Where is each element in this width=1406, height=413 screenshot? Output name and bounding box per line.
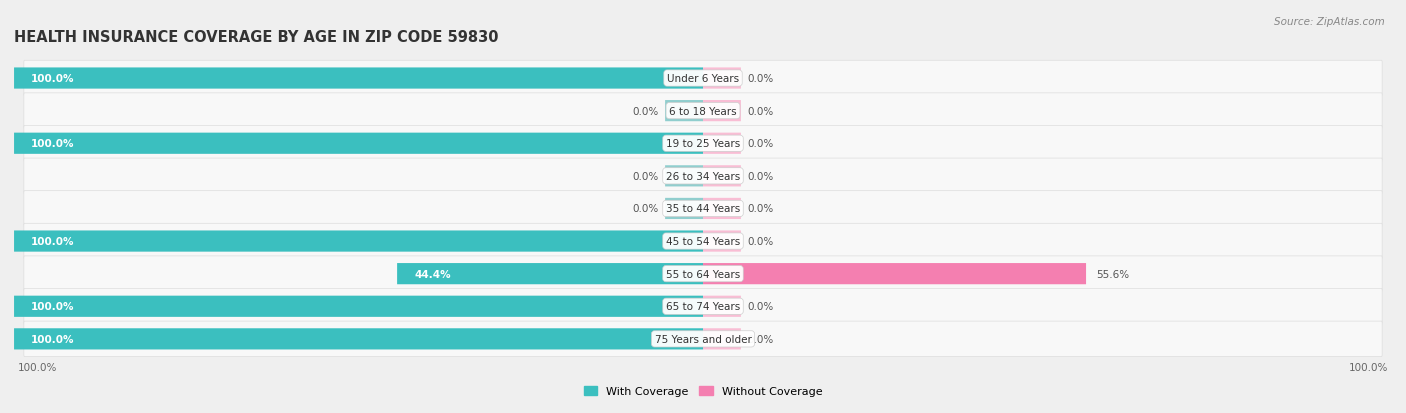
Text: 0.0%: 0.0% xyxy=(748,237,775,247)
Text: 100.0%: 100.0% xyxy=(31,237,75,247)
Text: 35 to 44 Years: 35 to 44 Years xyxy=(666,204,740,214)
Text: 100.0%: 100.0% xyxy=(31,139,75,149)
Text: 44.4%: 44.4% xyxy=(415,269,451,279)
Text: 65 to 74 Years: 65 to 74 Years xyxy=(666,301,740,311)
Text: 0.0%: 0.0% xyxy=(631,171,658,181)
Text: Source: ZipAtlas.com: Source: ZipAtlas.com xyxy=(1274,17,1385,26)
Text: 26 to 34 Years: 26 to 34 Years xyxy=(666,171,740,181)
FancyBboxPatch shape xyxy=(703,328,741,350)
Text: 0.0%: 0.0% xyxy=(748,139,775,149)
Text: Under 6 Years: Under 6 Years xyxy=(666,74,740,84)
FancyBboxPatch shape xyxy=(665,101,703,122)
FancyBboxPatch shape xyxy=(14,296,703,317)
FancyBboxPatch shape xyxy=(24,126,1382,161)
FancyBboxPatch shape xyxy=(703,68,741,89)
FancyBboxPatch shape xyxy=(24,321,1382,357)
FancyBboxPatch shape xyxy=(703,133,741,154)
FancyBboxPatch shape xyxy=(24,159,1382,194)
FancyBboxPatch shape xyxy=(703,231,741,252)
FancyBboxPatch shape xyxy=(14,133,703,154)
Text: 6 to 18 Years: 6 to 18 Years xyxy=(669,107,737,116)
Text: 0.0%: 0.0% xyxy=(748,334,775,344)
FancyBboxPatch shape xyxy=(703,166,741,187)
Text: 100.0%: 100.0% xyxy=(31,334,75,344)
Text: 0.0%: 0.0% xyxy=(748,204,775,214)
FancyBboxPatch shape xyxy=(14,231,703,252)
Text: 0.0%: 0.0% xyxy=(748,301,775,311)
Text: 0.0%: 0.0% xyxy=(631,107,658,116)
FancyBboxPatch shape xyxy=(24,94,1382,129)
FancyBboxPatch shape xyxy=(24,289,1382,324)
FancyBboxPatch shape xyxy=(24,256,1382,292)
FancyBboxPatch shape xyxy=(24,191,1382,227)
FancyBboxPatch shape xyxy=(665,198,703,220)
Text: 55 to 64 Years: 55 to 64 Years xyxy=(666,269,740,279)
Text: 100.0%: 100.0% xyxy=(31,301,75,311)
Text: 45 to 54 Years: 45 to 54 Years xyxy=(666,237,740,247)
Text: 100.0%: 100.0% xyxy=(17,363,56,373)
Text: 100.0%: 100.0% xyxy=(31,74,75,84)
Text: HEALTH INSURANCE COVERAGE BY AGE IN ZIP CODE 59830: HEALTH INSURANCE COVERAGE BY AGE IN ZIP … xyxy=(14,30,499,45)
FancyBboxPatch shape xyxy=(703,198,741,220)
Text: 55.6%: 55.6% xyxy=(1097,269,1129,279)
Text: 75 Years and older: 75 Years and older xyxy=(655,334,751,344)
FancyBboxPatch shape xyxy=(703,263,1085,285)
Text: 0.0%: 0.0% xyxy=(631,204,658,214)
Text: 100.0%: 100.0% xyxy=(1350,363,1389,373)
FancyBboxPatch shape xyxy=(24,224,1382,259)
FancyBboxPatch shape xyxy=(703,296,741,317)
Text: 0.0%: 0.0% xyxy=(748,171,775,181)
FancyBboxPatch shape xyxy=(24,61,1382,97)
Text: 0.0%: 0.0% xyxy=(748,74,775,84)
FancyBboxPatch shape xyxy=(703,101,741,122)
FancyBboxPatch shape xyxy=(396,263,703,285)
Legend: With Coverage, Without Coverage: With Coverage, Without Coverage xyxy=(582,384,824,399)
FancyBboxPatch shape xyxy=(14,68,703,89)
FancyBboxPatch shape xyxy=(665,166,703,187)
Text: 19 to 25 Years: 19 to 25 Years xyxy=(666,139,740,149)
FancyBboxPatch shape xyxy=(14,328,703,350)
Text: 0.0%: 0.0% xyxy=(748,107,775,116)
